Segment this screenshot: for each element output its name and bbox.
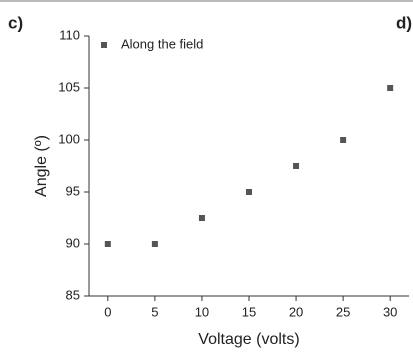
data-point (340, 137, 346, 143)
x-tick-label: 0 (104, 304, 111, 319)
y-tick-label: 105 (58, 79, 80, 94)
y-tick-label: 100 (58, 131, 80, 146)
data-point (105, 241, 111, 247)
x-tick-label: 25 (336, 304, 350, 319)
y-axis-label: Angle (º) (33, 135, 50, 197)
data-point (152, 241, 158, 247)
chart: c) d) Angle (º) Voltage (volts) 85 90 95 10… (0, 0, 413, 352)
y-tick-label: 95 (66, 183, 80, 198)
data-point (293, 163, 299, 169)
x-tick-label: 10 (195, 304, 209, 319)
x-tick-label: 30 (383, 304, 397, 319)
y-tick-label: 110 (59, 27, 80, 42)
x-tick-label: 15 (242, 304, 256, 319)
x-tick-label: 5 (151, 304, 158, 319)
y-tick-label: 85 (66, 287, 80, 302)
data-point (246, 189, 252, 195)
x-axis-label: Voltage (volts) (198, 331, 299, 348)
panel-label: c) (8, 13, 23, 32)
next-panel-label: d) (396, 13, 412, 32)
legend-marker (101, 42, 107, 48)
x-tick-label: 20 (289, 304, 303, 319)
y-tick-label: 90 (66, 235, 80, 250)
data-point (199, 215, 205, 221)
data-point (387, 85, 393, 91)
legend-label: Along the field (121, 36, 203, 51)
